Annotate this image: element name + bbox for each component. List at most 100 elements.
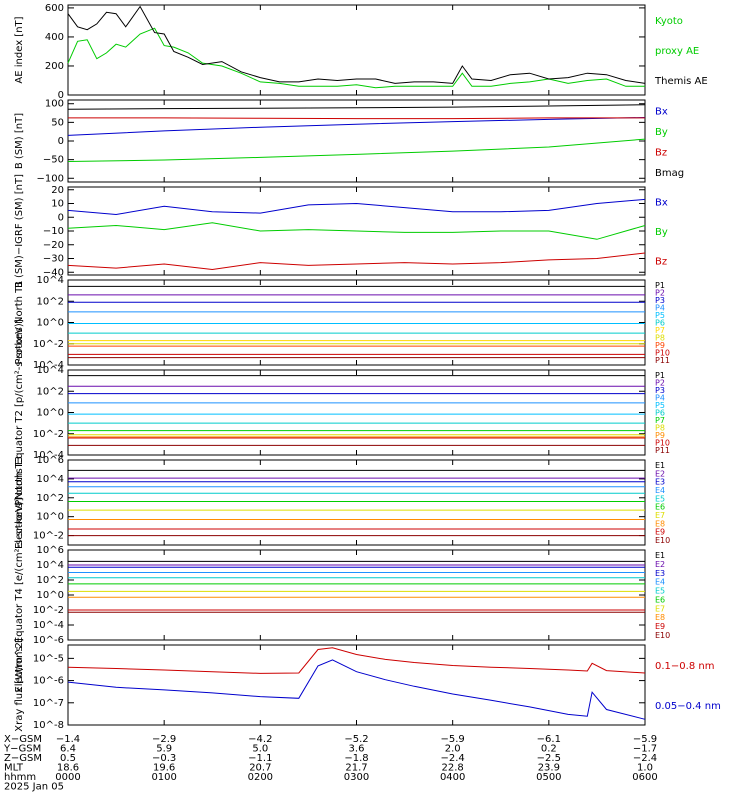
y-tick-label: 0 (58, 90, 64, 101)
legend-entry: By (655, 127, 668, 138)
orbit-value: −2.4 (441, 753, 465, 764)
orbit-value: 22.8 (442, 763, 464, 774)
y-tick-label: 10^4 (37, 275, 64, 286)
legend-entry: P4 (655, 304, 665, 313)
orbit-value: 18.6 (57, 763, 79, 774)
orbit-value: −1.4 (56, 734, 80, 745)
orbit-value: 3.6 (349, 744, 365, 755)
legend-entry: 0.05−0.4 nm (655, 701, 721, 712)
series-line-0-1-0-8-nm (67, 647, 646, 674)
y-axis-label: Xray flux [W/m^2] (14, 638, 25, 732)
legend-entry: P6 (655, 409, 665, 418)
legend-entry: P3 (655, 296, 665, 305)
panel-frame (67, 99, 646, 183)
series-line-by (67, 222, 646, 240)
y-tick-label: 10^-2 (33, 531, 64, 542)
series-line-by (67, 138, 646, 162)
legend-entry: E3 (655, 569, 665, 578)
panel-frame (67, 279, 646, 366)
legend-entry: P9 (655, 341, 665, 350)
legend-entry: P2 (655, 379, 665, 388)
orbit-value: −1.1 (248, 753, 272, 764)
legend-entry: Themis AE (654, 76, 708, 87)
legend-entry: Bz (655, 256, 667, 267)
orbit-value: −2.9 (152, 734, 176, 745)
legend-entry: E4 (655, 486, 665, 495)
panel-frame (67, 549, 646, 641)
legend-entry: P1 (655, 371, 665, 380)
legend-entry: P3 (655, 386, 665, 395)
y-tick-label: 200 (45, 61, 64, 72)
y-axis-label: Protons North T1 (14, 280, 25, 364)
legend-entry: E9 (655, 528, 665, 537)
series-line-bx (67, 117, 646, 136)
series-line-bz (67, 252, 646, 271)
y-tick-label: −50 (43, 155, 64, 166)
y-tick-label: −10 (43, 226, 64, 237)
legend-entry: E10 (655, 536, 670, 545)
series-line-bz (68, 117, 645, 120)
orbit-value: 6.4 (60, 744, 76, 755)
y-tick-label: 0 (58, 212, 64, 223)
y-tick-label: 10^-6 (33, 635, 64, 646)
legend-entry: E2 (655, 560, 665, 569)
legend-entry: Bmag (655, 168, 684, 179)
y-tick-label: 0 (58, 136, 64, 147)
orbit-value: −2.4 (633, 753, 657, 764)
y-tick-label: 10^-2 (33, 339, 64, 350)
y-axis-label: Electrons North T3 (14, 456, 25, 549)
y-tick-label: 10^-4 (33, 360, 64, 371)
orbit-value: −5.9 (441, 734, 465, 745)
y-tick-label: 10^-8 (33, 720, 64, 731)
orbit-row-label: MLT (4, 763, 24, 774)
series-line-bmag (67, 104, 646, 110)
orbit-value: −4.2 (248, 734, 272, 745)
y-tick-label: 10^-2 (33, 429, 64, 440)
legend-entry: E10 (655, 631, 670, 640)
orbit-value: 1.0 (637, 763, 653, 774)
legend-entry: E4 (655, 578, 665, 587)
y-tick-label: 10^-7 (33, 698, 64, 709)
y-tick-label: 10^2 (37, 386, 64, 397)
legend-entry: E1 (655, 461, 665, 470)
legend-entry: P10 (655, 439, 670, 448)
orbit-value: 0400 (440, 772, 465, 783)
legend-entry: E6 (655, 595, 665, 604)
legend-entry: Kyoto (655, 16, 683, 27)
legend-entry: P6 (655, 319, 665, 328)
legend-entry: E8 (655, 519, 665, 528)
legend-entry: Bz (655, 147, 667, 158)
series-line-kyoto-proxy-ae (67, 27, 645, 89)
series-line-bx (67, 198, 646, 216)
y-tick-label: 20 (51, 185, 64, 196)
legend-entry: E2 (655, 469, 665, 478)
legend-entry: E8 (655, 613, 665, 622)
series-line-themis-ae (67, 5, 646, 84)
orbit-value: −0.3 (152, 753, 176, 764)
panel-frame (67, 459, 646, 546)
y-tick-label: 100 (45, 99, 64, 110)
panel-1: 0 200 400 600 AE index [nT] Kyoto proxy AE Them… (14, 3, 708, 101)
orbit-value: −1.7 (633, 744, 657, 755)
panel-2: −100 −50 0 50 100 B (SM) [nT] Bx By Bz Bmag (14, 99, 684, 185)
orbit-value: 0600 (632, 772, 657, 783)
legend-entry: proxy AE (655, 46, 699, 57)
panel-7: 10^-6 10^-4 10^-2 10^0 10^2 10^4 10^6 Electrons… (14, 497, 670, 692)
orbit-value: 0200 (248, 772, 273, 783)
y-tick-label: 10^-2 (33, 605, 64, 616)
y-tick-label: −20 (43, 240, 64, 251)
y-axis-label: AE index [nT] (14, 16, 25, 83)
legend-entry: P4 (655, 394, 665, 403)
orbit-value: 0000 (55, 772, 80, 783)
legend-entry: E6 (655, 503, 665, 512)
legend-entry: P7 (655, 416, 665, 425)
legend-entry: P7 (655, 326, 665, 335)
orbit-value: 5.9 (156, 744, 172, 755)
y-tick-label: 600 (45, 3, 64, 14)
orbit-value: 20.7 (249, 763, 271, 774)
legend-entry: P2 (655, 289, 665, 298)
y-tick-label: −30 (43, 254, 64, 265)
legend-entry: By (655, 227, 668, 238)
